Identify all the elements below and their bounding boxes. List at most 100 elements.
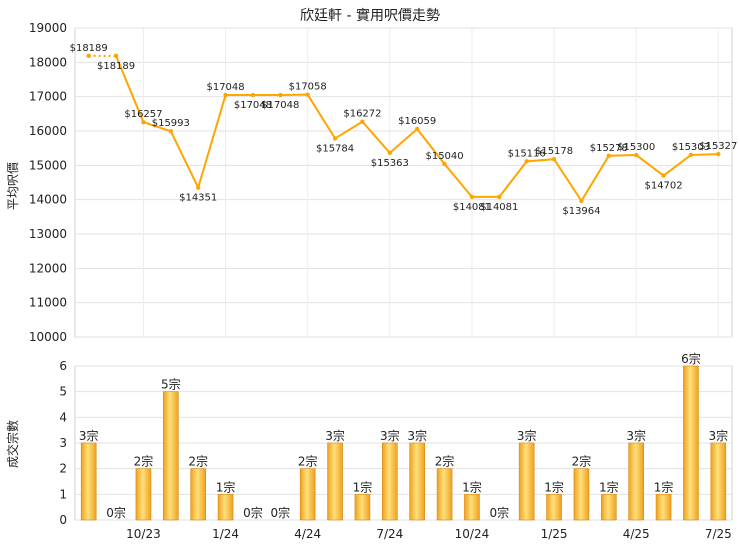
price-data-label: $16272 — [343, 109, 381, 120]
price-point — [579, 198, 584, 204]
price-point — [497, 194, 502, 200]
volume-bar — [299, 468, 316, 521]
volume-data-label: 2宗 — [435, 454, 455, 469]
price-data-label: $15363 — [371, 158, 409, 169]
volume-data-label: 2宗 — [572, 454, 592, 469]
x-tick-label: 4/24 — [294, 527, 321, 541]
price-point — [633, 152, 639, 158]
x-tick-label: 7/25 — [705, 527, 732, 541]
price-point — [86, 53, 91, 59]
volume-data-label: 3宗 — [79, 428, 99, 443]
price-data-label: $18189 — [70, 43, 108, 54]
volume-bar — [573, 468, 590, 521]
volume-bar — [710, 442, 727, 521]
volume-bar — [327, 442, 343, 521]
x-tick-label: 10/24 — [455, 527, 490, 541]
price-data-label: $14351 — [179, 193, 217, 204]
volume-data-label: 1宗 — [462, 479, 482, 494]
price-point — [305, 92, 310, 97]
price-point — [113, 53, 119, 59]
price-data-label: $15993 — [152, 118, 190, 129]
price-point — [168, 129, 174, 134]
price-point — [661, 173, 666, 178]
volume-data-label: 2宗 — [298, 454, 318, 469]
volume-data-label: 2宗 — [188, 454, 208, 469]
volume-data-label: 3宗 — [407, 428, 427, 443]
price-data-label: $15178 — [535, 146, 573, 157]
price-plot-area — [74, 27, 733, 338]
volume-y-tick-label: 3 — [59, 436, 67, 450]
price-y-tick-label: 18000 — [29, 55, 67, 69]
price-data-label: $14702 — [644, 181, 682, 192]
x-tick-label: 7/24 — [376, 527, 403, 541]
price-point — [387, 150, 393, 156]
x-tick-label: 1/24 — [212, 527, 239, 541]
volume-data-label: 1宗 — [216, 479, 236, 494]
price-point — [332, 136, 338, 141]
price-plot: 10000 11000 12000 13000 14000 15000 16000 17000… — [29, 21, 738, 344]
volume-bar — [655, 494, 672, 521]
price-y-tick-label: 10000 — [29, 330, 67, 344]
price-point — [360, 119, 365, 124]
volume-bar — [190, 468, 206, 521]
price-point — [688, 152, 694, 158]
volume-data-label: 3宗 — [708, 428, 728, 443]
volume-data-label: 0宗 — [489, 505, 509, 520]
volume-data-label: 1宗 — [353, 479, 373, 494]
volume-data-label: 1宗 — [544, 479, 564, 494]
volume-y-tick-label: 5 — [59, 385, 67, 399]
volume-bar — [409, 442, 425, 521]
price-data-label: $14081 — [453, 202, 491, 213]
price-data-label: $15278 — [590, 143, 628, 154]
volume-bar — [628, 442, 644, 521]
price-data-label: $15327 — [699, 141, 737, 152]
price-data-label: $17058 — [289, 82, 327, 93]
volume-y-tick-label: 1 — [59, 487, 67, 501]
price-y-axis-label: 平均呎價 — [6, 162, 20, 210]
volume-data-label: 0宗 — [270, 505, 290, 520]
price-data-label: $18189 — [97, 61, 135, 72]
price-point — [141, 119, 146, 125]
price-point — [442, 161, 447, 167]
price-point — [278, 92, 283, 98]
x-tick-label: 10/23 — [126, 527, 161, 541]
volume-bar — [601, 494, 617, 521]
price-point — [716, 151, 721, 157]
price-data-label: $17048 — [261, 100, 299, 111]
price-y-tick-label: 13000 — [29, 227, 67, 241]
price-data-label: $14081 — [480, 202, 518, 213]
volume-data-label: 3宗 — [325, 428, 345, 443]
price-point — [250, 92, 256, 98]
price-data-label: $17048 — [206, 82, 244, 93]
volume-data-label: 1宗 — [599, 479, 619, 494]
price-y-tick-label: 11000 — [29, 296, 67, 310]
price-data-label: $15040 — [425, 151, 463, 162]
volume-data-label: 2宗 — [134, 454, 154, 469]
price-y-tick-label: 14000 — [29, 193, 67, 207]
price-y-tick-label: 15000 — [29, 158, 67, 172]
volume-bar — [80, 442, 97, 521]
volume-data-label: 0宗 — [243, 505, 263, 520]
volume-plot: 0 1 2 3 4 5 6 3宗 0宗 2宗 5宗 2宗 1宗 0宗 0宗 2宗 3宗 1宗 3宗 3宗 2宗 1宗 0宗 3… — [59, 351, 733, 541]
volume-bar — [163, 391, 179, 521]
volume-data-label: 3宗 — [380, 428, 400, 443]
price-data-label: $16257 — [124, 109, 162, 120]
price-data-label: $15116 — [508, 148, 546, 159]
x-tick-label: 4/25 — [623, 527, 650, 541]
price-data-label: $15300 — [617, 142, 655, 153]
volume-data-label: 1宗 — [654, 479, 674, 494]
volume-y-tick-label: 2 — [59, 462, 67, 476]
price-point — [606, 153, 612, 158]
volume-bar — [464, 494, 480, 521]
volume-bar — [436, 468, 453, 521]
volume-y-tick-label: 0 — [59, 513, 67, 527]
volume-bar — [217, 494, 234, 521]
price-data-label: $15303 — [672, 142, 710, 153]
price-data-label: $15784 — [316, 143, 354, 154]
x-tick-label: 1/25 — [541, 527, 568, 541]
volume-y-axis-label: 成交宗數 — [5, 420, 20, 468]
chart-title: 欣廷軒 - 實用呎價走勢 — [300, 7, 440, 24]
volume-data-label: 5宗 — [161, 377, 181, 392]
